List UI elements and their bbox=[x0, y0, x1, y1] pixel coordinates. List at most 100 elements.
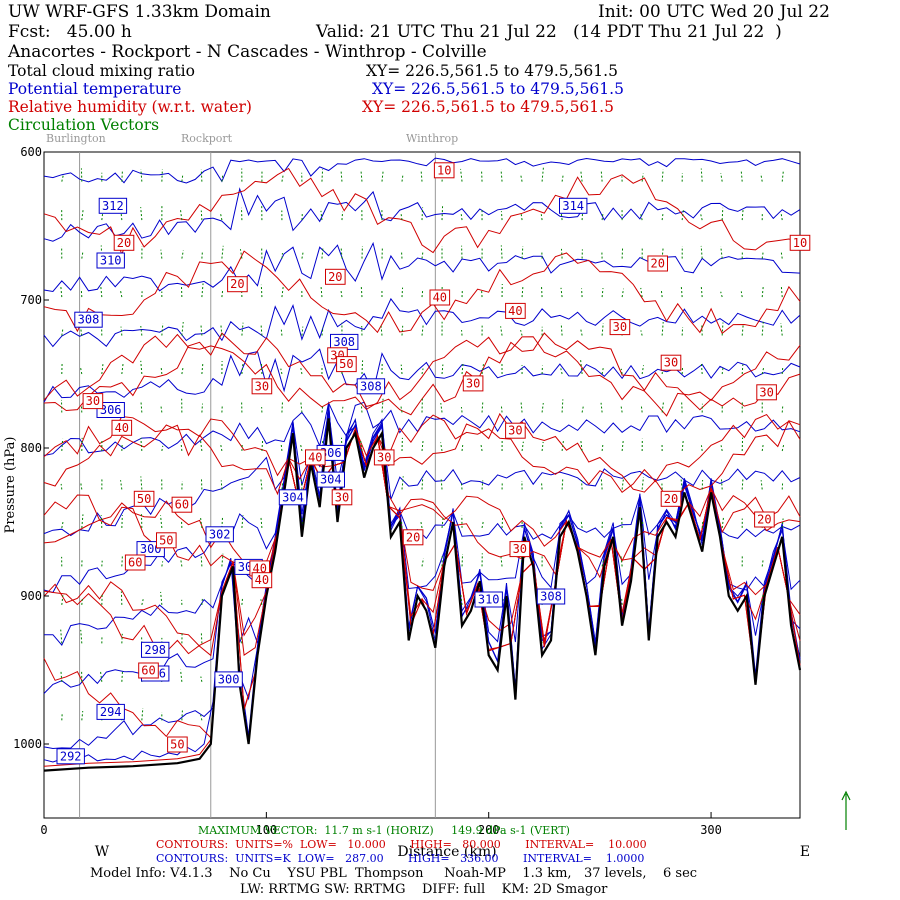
circulation-vector bbox=[480, 443, 483, 452]
field-name-theta: Potential temperature bbox=[8, 80, 182, 98]
footer-contours-rh: CONTOURS: UNITS=% LOW= 10.000 HIGH= 80.0… bbox=[156, 838, 647, 851]
theta-label: 292 bbox=[60, 749, 82, 763]
rh-contour-20-0 bbox=[43, 250, 801, 335]
circulation-vector bbox=[601, 366, 605, 375]
circulation-vector bbox=[760, 480, 763, 490]
rh-label: 40 bbox=[508, 304, 522, 318]
circulation-vector bbox=[681, 208, 685, 221]
circulation-vector bbox=[121, 515, 123, 528]
circulation-vector bbox=[160, 404, 163, 413]
circulation-vector bbox=[221, 516, 224, 528]
rh-label-box bbox=[429, 289, 451, 306]
circulation-vector bbox=[740, 291, 743, 298]
circulation-vector bbox=[161, 561, 164, 567]
rh-label-box bbox=[251, 378, 273, 395]
circulation-vector bbox=[181, 366, 184, 375]
circulation-vector bbox=[219, 442, 223, 452]
rh-label-box bbox=[138, 662, 159, 679]
rh-label-box bbox=[167, 736, 188, 753]
circulation-vector bbox=[221, 245, 224, 259]
y-axis-label: Pressure (hPa) bbox=[3, 437, 18, 534]
circulation-vector bbox=[541, 167, 544, 182]
rh-label: 40 bbox=[115, 421, 129, 435]
circulation-vector bbox=[441, 364, 444, 375]
circulation-vector bbox=[561, 478, 564, 490]
rh-label: 20 bbox=[664, 492, 678, 506]
circulation-vector bbox=[761, 593, 764, 605]
circulation-vector bbox=[121, 363, 124, 375]
circulation-vector bbox=[700, 245, 703, 259]
circulation-vector bbox=[560, 323, 563, 336]
circulation-vector bbox=[561, 399, 564, 413]
circulation-vector bbox=[720, 478, 723, 490]
theta-label-box bbox=[278, 489, 308, 506]
circulation-vector bbox=[681, 401, 683, 413]
theta-label: 294 bbox=[100, 705, 122, 719]
circulation-vector bbox=[661, 213, 664, 221]
circulation-vector bbox=[700, 445, 703, 452]
rh-label: 60 bbox=[128, 556, 142, 570]
theta-label: 298 bbox=[144, 643, 166, 657]
circulation-vector bbox=[540, 213, 543, 221]
circulation-vector bbox=[640, 404, 643, 413]
circulation-vector bbox=[140, 207, 143, 221]
circulation-vector bbox=[281, 252, 283, 259]
rh-label-box bbox=[505, 302, 526, 319]
rh-label: 50 bbox=[137, 492, 151, 506]
plot-frame bbox=[43, 151, 801, 819]
circulation-vector bbox=[260, 477, 263, 490]
circulation-vector bbox=[81, 251, 84, 259]
circulation-vector bbox=[741, 364, 744, 375]
circulation-vector bbox=[181, 321, 184, 336]
circulation-vector bbox=[281, 285, 284, 298]
rh-label: 50 bbox=[170, 738, 184, 752]
circulation-vector bbox=[200, 676, 203, 682]
circulation-vector bbox=[61, 327, 64, 336]
circulation-vector bbox=[241, 364, 244, 375]
circulation-vector bbox=[360, 170, 363, 182]
y-tick-label-700: 700 bbox=[20, 293, 42, 307]
route-label: Anacortes - Rockport - N Cascades - Wint… bbox=[8, 42, 487, 62]
y-tick-label-600: 600 bbox=[20, 145, 42, 159]
forecast-hour: Fcst: 45.00 h bbox=[8, 22, 132, 42]
circulation-vector bbox=[201, 250, 203, 259]
circulation-vector bbox=[401, 173, 404, 182]
circulation-vector bbox=[341, 406, 344, 413]
circulation-vector bbox=[781, 444, 785, 452]
circulation-vector bbox=[541, 402, 544, 413]
rh-label-box bbox=[647, 255, 669, 272]
circulation-vector bbox=[120, 326, 123, 336]
circulation-vector bbox=[780, 212, 783, 221]
circulation-vector bbox=[421, 368, 424, 375]
circulation-vector bbox=[501, 516, 504, 528]
rh-label: 40 bbox=[255, 573, 269, 587]
circulation-vector bbox=[161, 169, 163, 182]
circulation-vector bbox=[281, 481, 284, 490]
circulation-vector bbox=[99, 670, 103, 682]
circulation-vector bbox=[140, 401, 143, 413]
circulation-vector bbox=[300, 444, 303, 452]
rh-label: 30 bbox=[508, 424, 522, 438]
theta-label-box bbox=[56, 748, 85, 765]
circulation-vector bbox=[540, 522, 543, 529]
rh-label-box bbox=[111, 419, 133, 436]
theta-contour-292 bbox=[43, 404, 801, 763]
x-tick-label-300: 300 bbox=[700, 823, 722, 837]
circulation-vector bbox=[341, 211, 344, 221]
circulation-vector bbox=[520, 175, 523, 182]
theta-contour-304 bbox=[43, 401, 801, 456]
rh-label: 20 bbox=[328, 270, 342, 284]
circulation-vector bbox=[61, 175, 64, 182]
circulation-vector bbox=[280, 329, 283, 336]
init-time: Init: 00 UTC Wed 20 Jul 22 bbox=[598, 2, 830, 22]
circulation-vector bbox=[601, 323, 604, 336]
circulation-vector bbox=[200, 440, 203, 452]
rh-label: 50 bbox=[159, 533, 173, 547]
circulation-vector bbox=[560, 287, 563, 298]
rh-label: 40 bbox=[433, 291, 447, 305]
circulation-vector bbox=[460, 168, 463, 182]
circulation-vector bbox=[581, 288, 583, 298]
footer-contours-theta: CONTOURS: UNITS=K LOW= 287.00 HIGH= 336.… bbox=[156, 852, 645, 865]
field-xy-cloud: XY= 226.5,561.5 to 479.5,561.5 bbox=[366, 62, 618, 80]
circulation-vector bbox=[560, 368, 563, 375]
